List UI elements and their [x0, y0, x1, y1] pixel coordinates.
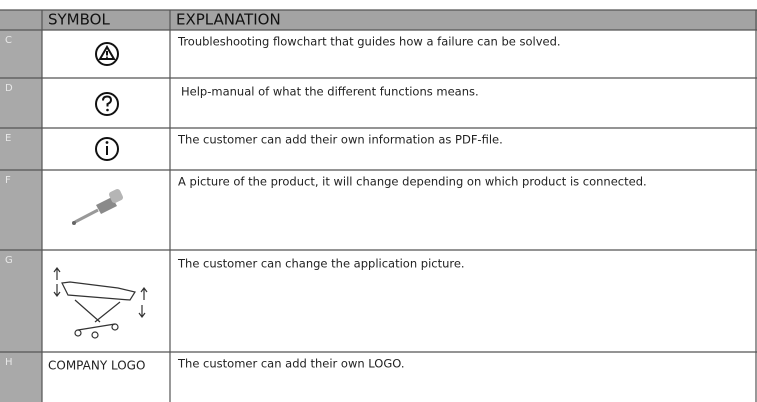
row-key: D	[5, 83, 13, 94]
row-key: F	[5, 175, 11, 186]
key-column-bg	[0, 30, 42, 402]
symbol-text: COMPANY LOGO	[48, 359, 145, 373]
explanation: Troubleshooting flowchart that guides ho…	[177, 35, 561, 49]
explanation: Help-manual of what the different functi…	[181, 85, 479, 99]
explanation: A picture of the product, it will change…	[178, 175, 647, 189]
warning-icon	[95, 42, 119, 66]
row-key: H	[5, 357, 13, 368]
help-icon	[95, 92, 119, 116]
row-key: C	[5, 35, 12, 46]
row-key: G	[5, 255, 13, 266]
application-picture	[53, 267, 148, 339]
info-icon	[95, 137, 119, 161]
grid	[0, 9, 757, 402]
explanation: The customer can change the application …	[177, 257, 465, 271]
product-picture	[72, 189, 123, 225]
header-bg	[0, 10, 757, 30]
header-cell: SYMBOL	[48, 11, 110, 29]
header-cell: EXPLANATION	[176, 11, 281, 29]
row-key: E	[5, 133, 11, 144]
explanation: The customer can add their own LOGO.	[177, 357, 405, 371]
explanation: The customer can add their own informati…	[177, 133, 503, 147]
